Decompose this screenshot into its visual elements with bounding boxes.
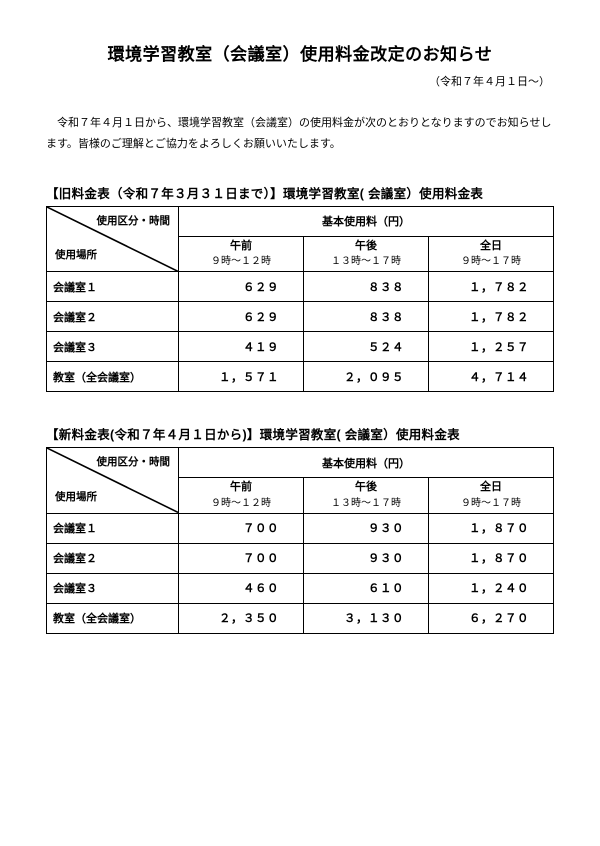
row-label: 会議室３ xyxy=(47,332,179,362)
table-row: 会議室１ ７００ ９３０ １，８７０ xyxy=(47,513,554,543)
cell: １，２５７ xyxy=(429,332,554,362)
row-label: 会議室２ xyxy=(47,543,179,573)
effective-date: （令和７年４月１日～） xyxy=(46,73,554,89)
diag-top-label: 使用区分・時間 xyxy=(97,454,171,469)
diag-bottom-label: 使用場所 xyxy=(55,489,97,504)
cell: ４６０ xyxy=(179,573,304,603)
cell: １，２４０ xyxy=(429,573,554,603)
row-label: 会議室３ xyxy=(47,573,179,603)
diag-bottom-label: 使用場所 xyxy=(55,247,97,262)
row-label: 教室（全会議室） xyxy=(47,362,179,392)
cell: ３，１３０ xyxy=(304,603,429,633)
row-label: 会議室２ xyxy=(47,302,179,332)
cell: ７００ xyxy=(179,513,304,543)
col-afternoon: 午後１３時～１７時 xyxy=(304,478,429,513)
cell: ７００ xyxy=(179,543,304,573)
cell: ９３０ xyxy=(304,513,429,543)
table-row: 教室（全会議室） １，５７１ ２，０９５ ４，７１４ xyxy=(47,362,554,392)
row-label: 会議室１ xyxy=(47,272,179,302)
table-row: 会議室２ ７００ ９３０ １，８７０ xyxy=(47,543,554,573)
col-morning: 午前９時～１２時 xyxy=(179,236,304,271)
old-fee-table-block: 【旧料金表（令和７年３月３１日まで）】環境学習教室( 会議室）使用料金表 使用区… xyxy=(46,183,554,392)
cell: ６，２７０ xyxy=(429,603,554,633)
cell: １，８７０ xyxy=(429,513,554,543)
cell: ４，７１４ xyxy=(429,362,554,392)
fee-header: 基本使用料（円） xyxy=(179,206,554,236)
fee-header: 基本使用料（円） xyxy=(179,448,554,478)
intro-text: 令和７年４月１日から、環境学習教室（会議室）の使用料金が次のとおりとなりますので… xyxy=(46,113,554,155)
cell: ２，３５０ xyxy=(179,603,304,633)
cell: ８３８ xyxy=(304,302,429,332)
cell: ４１９ xyxy=(179,332,304,362)
new-fee-table-block: 【新料金表(令和７年４月１日から)】環境学習教室( 会議室）使用料金表 使用区分… xyxy=(46,424,554,633)
diag-top-label: 使用区分・時間 xyxy=(97,213,171,228)
new-fee-table: 使用区分・時間 使用場所 基本使用料（円） 午前９時～１２時 午後１３時～１７時… xyxy=(46,447,554,633)
cell: ９３０ xyxy=(304,543,429,573)
old-fee-table: 使用区分・時間 使用場所 基本使用料（円） 午前９時～１２時 午後１３時～１７時… xyxy=(46,206,554,392)
table-row: 会議室３ ４１９ ５２４ １，２５７ xyxy=(47,332,554,362)
cell: １，８７０ xyxy=(429,543,554,573)
table-row: 教室（全会議室） ２，３５０ ３，１３０ ６，２７０ xyxy=(47,603,554,633)
table-row: 会議室３ ４６０ ６１０ １，２４０ xyxy=(47,573,554,603)
cell: ２，０９５ xyxy=(304,362,429,392)
col-afternoon: 午後１３時～１７時 xyxy=(304,236,429,271)
cell: １，５７１ xyxy=(179,362,304,392)
cell: ６１０ xyxy=(304,573,429,603)
col-morning: 午前９時～１２時 xyxy=(179,478,304,513)
diagonal-header: 使用区分・時間 使用場所 xyxy=(47,206,179,271)
col-allday: 全日９時～１７時 xyxy=(429,478,554,513)
page-title: 環境学習教室（会議室）使用料金改定のお知らせ xyxy=(46,40,554,65)
table-row: 会議室１ ６２９ ８３８ １，７８２ xyxy=(47,272,554,302)
old-table-heading: 【旧料金表（令和７年３月３１日まで）】環境学習教室( 会議室）使用料金表 xyxy=(46,183,554,202)
diagonal-header: 使用区分・時間 使用場所 xyxy=(47,448,179,513)
col-allday: 全日９時～１７時 xyxy=(429,236,554,271)
cell: ８３８ xyxy=(304,272,429,302)
cell: １，７８２ xyxy=(429,272,554,302)
cell: ６２９ xyxy=(179,302,304,332)
cell: １，７８２ xyxy=(429,302,554,332)
cell: ６２９ xyxy=(179,272,304,302)
row-label: 会議室１ xyxy=(47,513,179,543)
row-label: 教室（全会議室） xyxy=(47,603,179,633)
cell: ５２４ xyxy=(304,332,429,362)
table-row: 会議室２ ６２９ ８３８ １，７８２ xyxy=(47,302,554,332)
new-table-heading: 【新料金表(令和７年４月１日から)】環境学習教室( 会議室）使用料金表 xyxy=(46,424,554,443)
